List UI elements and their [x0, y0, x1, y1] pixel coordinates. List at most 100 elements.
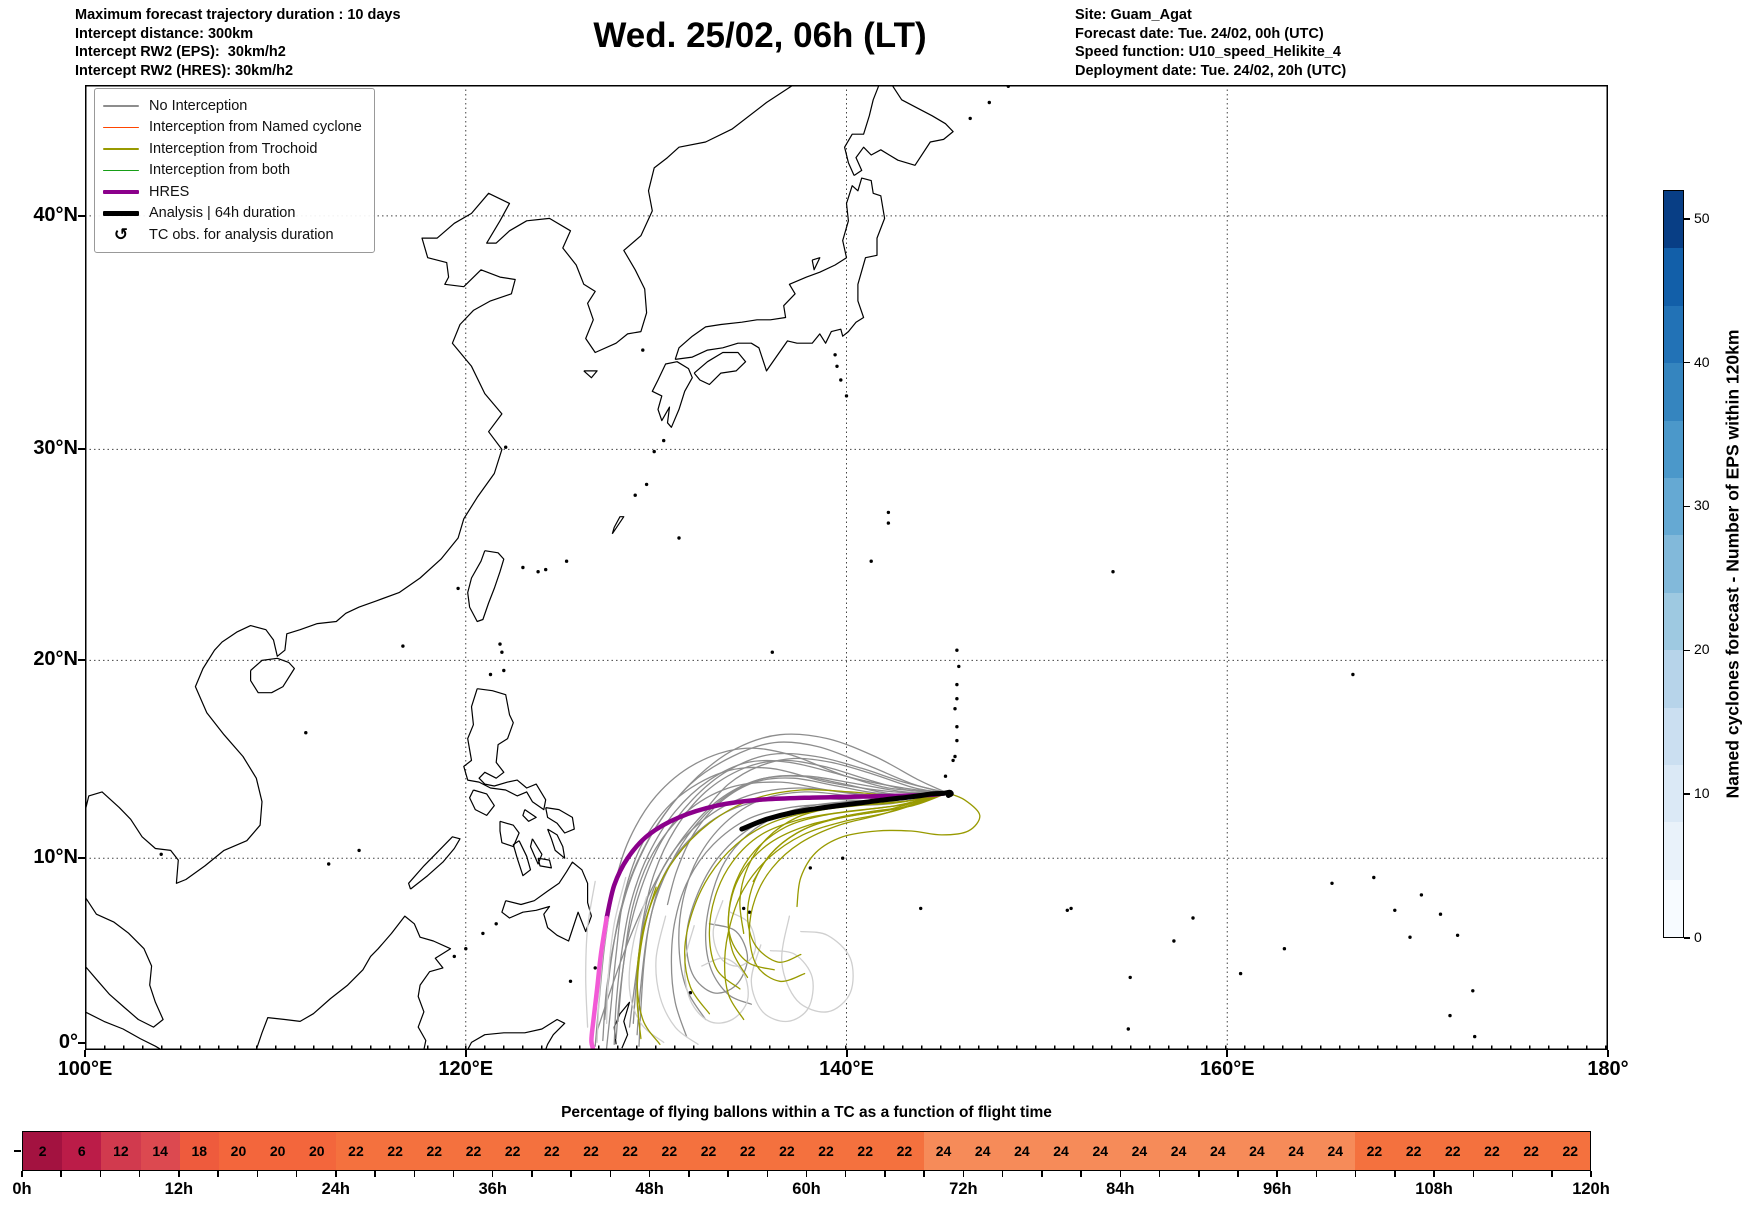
coastline [408, 836, 461, 890]
strip-tick-mark [1433, 1171, 1435, 1177]
island-dot [652, 449, 656, 454]
colorbar-tick-label: 50 [1694, 209, 1710, 226]
lon-tick-label: 160°E [1199, 1058, 1255, 1080]
trajectory-hres [604, 790, 950, 921]
legend-line [103, 169, 139, 171]
trajectory-no-interception-eps [638, 774, 949, 1047]
strip-tick-mark [531, 1171, 533, 1177]
lat-tick-label: 0° [58, 1031, 78, 1054]
legend-item-label: No Interception [149, 97, 248, 114]
strip-time-label: 36h [478, 1180, 507, 1198]
strip-tick-mark [1001, 1171, 1004, 1177]
legend-item: No Interception [103, 95, 362, 117]
strip-cell: 12 [101, 1132, 141, 1170]
lon-tick-label: 100°E [57, 1058, 113, 1080]
strip-time-label: 0h [12, 1180, 32, 1198]
island-dot [919, 906, 923, 911]
strip-cell: 22 [767, 1132, 807, 1170]
plot-frame [85, 85, 1608, 1050]
island-dot [869, 559, 873, 563]
legend-item: HRES [103, 181, 362, 203]
strip-tick-mark [727, 1171, 729, 1177]
strip-cell: 20 [218, 1132, 259, 1170]
island-dot [481, 931, 485, 936]
legend-item: Analysis | 64h duration [103, 203, 362, 225]
strip-tick-mark [217, 1171, 219, 1177]
island-dot [1372, 875, 1376, 880]
coastline [501, 861, 592, 942]
colorbar-band [1664, 822, 1683, 880]
strip-cell: 18 [179, 1132, 219, 1170]
coastline [85, 896, 164, 1028]
island-dot [504, 445, 508, 449]
header-left-line: Maximum forecast trajectory duration : 1… [75, 7, 401, 23]
coastline [547, 828, 566, 859]
island-dot [747, 910, 752, 914]
island-dot [1282, 947, 1287, 951]
trajectory-no-interception-eps [596, 775, 949, 1032]
strip-tick-mark [766, 1171, 769, 1177]
island-dot [401, 644, 405, 648]
strip-cell: 22 [688, 1132, 729, 1170]
header-left-line: Intercept RW2 (HRES): 30km/h2 [75, 62, 294, 79]
strip-tick-mark [138, 1171, 141, 1177]
strip-cell: 22 [806, 1132, 846, 1170]
strip-tick-mark [688, 1171, 690, 1177]
map-legend: No Interception Interception from Named c… [94, 88, 375, 253]
trajectory-interception-from-trochoid [636, 886, 661, 1045]
legend-line-swatch [103, 189, 139, 194]
legend-item-label: HRES [149, 183, 190, 200]
island-dot [770, 650, 774, 654]
strip-tick-mark [570, 1171, 572, 1177]
trajectory-no-interception-eps [628, 787, 949, 1028]
island-dot [502, 668, 506, 673]
island-dot [688, 991, 693, 995]
colorbar-band [1664, 707, 1683, 765]
trajectory-interception-from-trochoid [723, 792, 949, 1021]
strip-tick-mark [1158, 1171, 1161, 1177]
strip-cell: 24 [1119, 1132, 1159, 1170]
trajectory-interception-from-trochoid [739, 792, 949, 935]
colorbar-band [1664, 363, 1683, 421]
island-dot [1238, 971, 1243, 976]
coastline [529, 838, 543, 865]
strip-cell: 22 [532, 1132, 572, 1170]
legend-item: ↺ TC obs. for analysis duration [103, 224, 362, 246]
colorbar-band [1664, 535, 1683, 593]
coastline [250, 657, 295, 694]
island-dot [452, 954, 456, 959]
strip-cell: 24 [1237, 1132, 1277, 1170]
strip-cell: 22 [845, 1132, 885, 1170]
legend-item: Interception from Trochoid [103, 138, 362, 160]
legend-item-label: Interception from both [149, 162, 291, 179]
island-dot [1471, 989, 1475, 993]
trajectory-no-interception-late-flight [585, 880, 596, 1028]
strip-tick-mark [295, 1171, 298, 1177]
colorbar-tick-mark [1684, 361, 1690, 364]
header-right-line: Site: Guam_Agat [1075, 7, 1192, 23]
island-dot [593, 966, 597, 970]
island-dot [955, 725, 959, 729]
island-dot [955, 738, 959, 743]
island-dot [833, 353, 837, 357]
colorbar-tick-label: 30 [1694, 497, 1710, 514]
colorbar-band [1664, 248, 1683, 306]
island-dot [1351, 672, 1355, 677]
coastline [844, 85, 954, 176]
strip-tick-mark [452, 1171, 455, 1177]
legend-item-label: Interception from Trochoid [149, 140, 318, 157]
island-dot [886, 521, 891, 525]
strip-tick-mark [1119, 1171, 1122, 1177]
trajectory-no-interception-eps [704, 792, 949, 1005]
header-left-line: Intercept RW2 (EPS): 30km/h2 [75, 44, 286, 60]
strip-tick-mark [648, 1171, 651, 1177]
lon-tick-mark [845, 1050, 848, 1057]
strip-tick-mark [1198, 1171, 1200, 1177]
strip-cell: 22 [1550, 1132, 1590, 1170]
strip-cell: 24 [1158, 1132, 1199, 1170]
strip-tick-mark [374, 1171, 376, 1177]
colorbar-title: Named cyclones forecast - Number of EPS … [1722, 329, 1743, 799]
colorbar-tick-mark [1684, 505, 1690, 508]
strip-cell: 22 [1354, 1132, 1395, 1170]
legend-line [103, 189, 139, 194]
